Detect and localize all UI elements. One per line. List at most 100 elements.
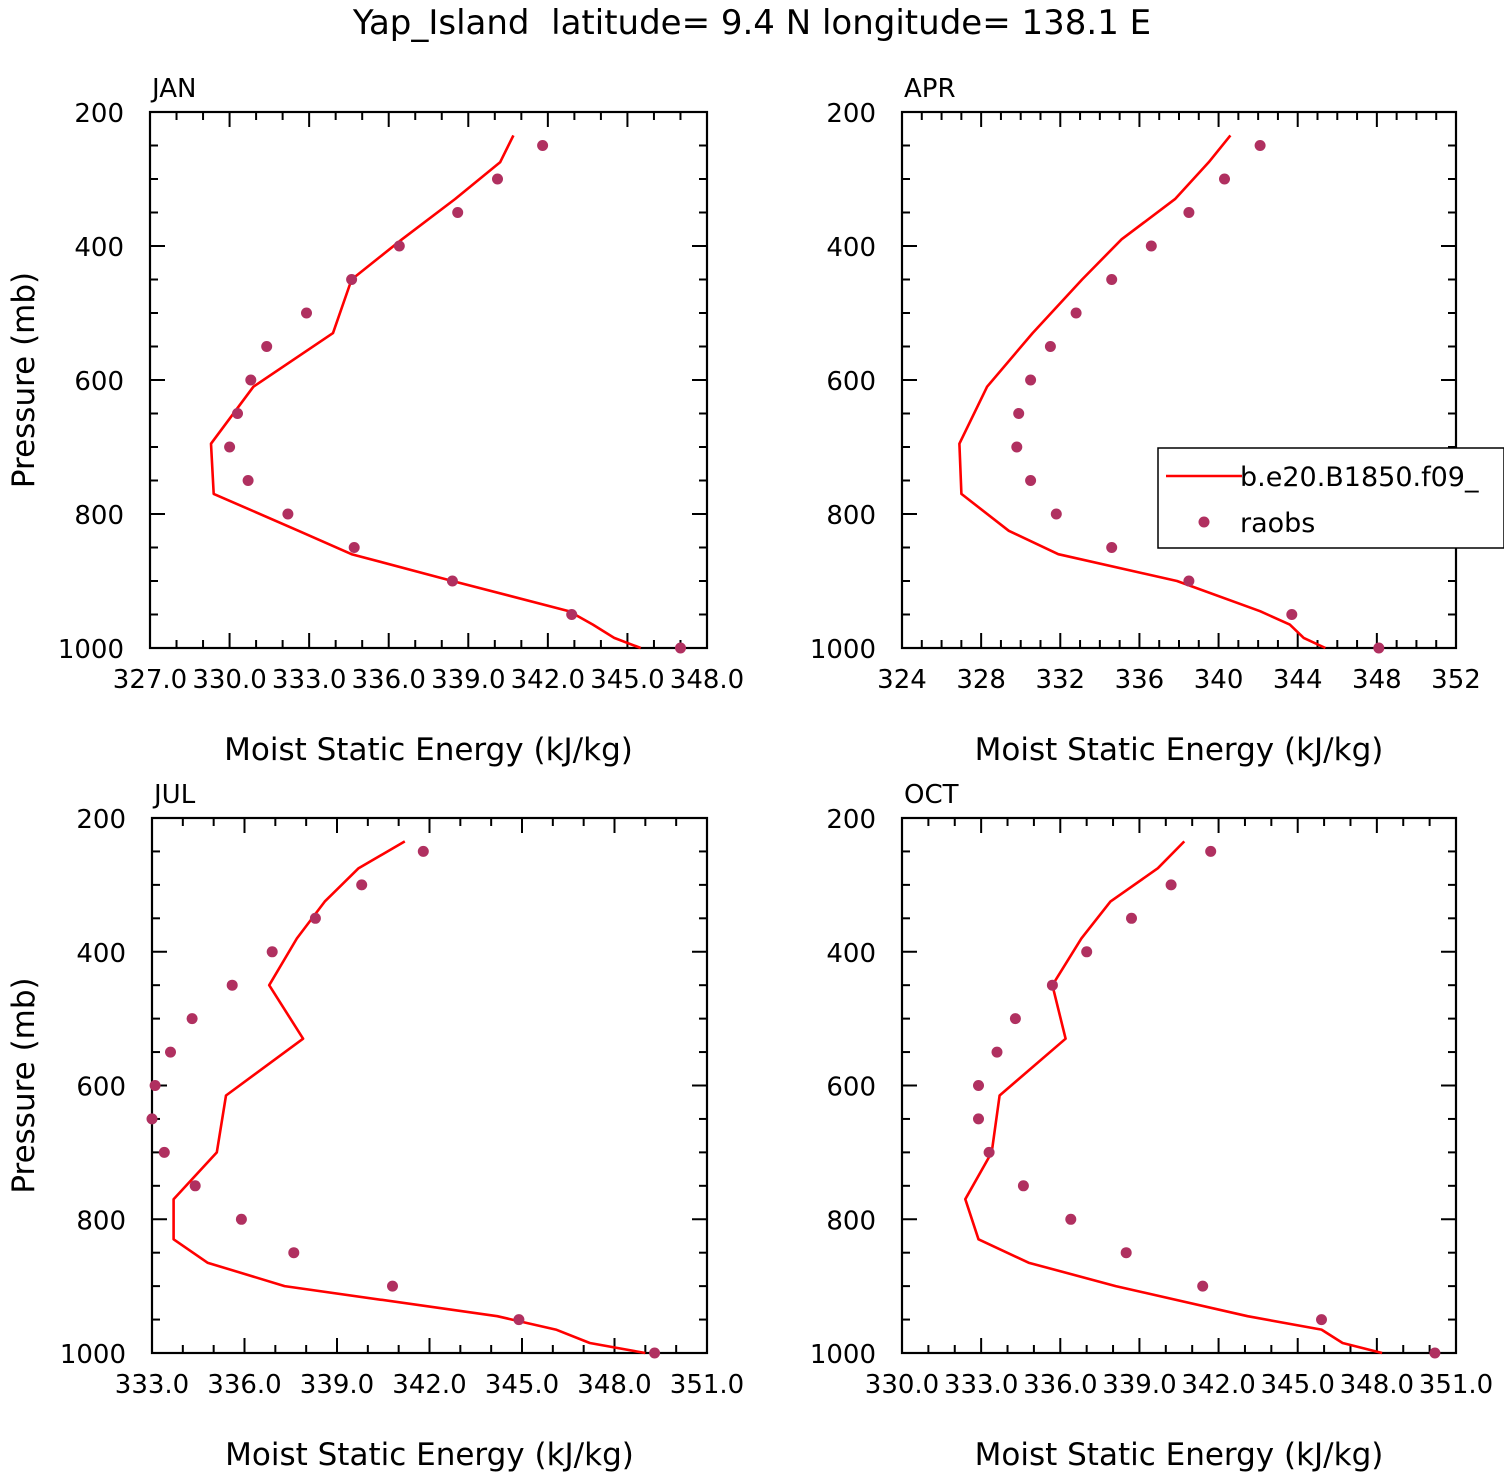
panel-title: JUL [152,780,196,810]
chart-panel-oct: 330.0 333.0 336.0 339.0 342.0 345.0 348.0 351.0… [810,780,1493,1473]
raobs-point [1120,1247,1132,1259]
y-tick-label: 400 [826,939,876,969]
x-tick-label: 342.0 [1181,1370,1255,1400]
x-tick-label: 336 [1115,665,1165,695]
x-tick-label: 339.0 [431,665,505,695]
y-tick-label: 600 [826,367,876,397]
raobs-point [991,1046,1003,1058]
raobs-point [1373,642,1385,654]
y-tick-label: 800 [826,501,876,531]
raobs-point [1025,374,1037,386]
raobs-point [452,207,464,218]
raobs-point [261,341,273,352]
raobs-point [186,1013,198,1025]
x-tick-label: 351.0 [1419,1370,1493,1400]
raobs-point [537,140,549,151]
raobs-point [1197,1280,1209,1292]
model-series-line [963,840,1383,1355]
raobs-point [1183,207,1195,218]
y-tick-label: 600 [74,367,124,397]
panel-title: APR [904,74,956,104]
legend-label-raobs: raobs [1240,508,1315,539]
y-tick-label: 800 [74,501,124,531]
x-tick-label: 336.0 [1023,1370,1097,1400]
y-tick-label: 800 [826,1206,876,1236]
x-tick-label: 330.0 [865,1370,939,1400]
figure-title: Yap_Island latitude= 9.4 N longitude= 13… [352,3,1151,43]
raobs-point [1017,1180,1029,1192]
raobs-point [348,542,360,553]
x-tick-label: 345.0 [1260,1370,1334,1400]
x-tick-label: 339.0 [1102,1370,1176,1400]
raobs-point [266,946,278,958]
x-tick-label: 332 [1035,665,1085,695]
raobs-point [1183,575,1195,587]
raobs-point [973,1113,984,1125]
x-tick-label: 344 [1273,665,1323,695]
y-tick-label: 200 [76,805,126,835]
x-tick-label: 333.0 [115,1370,189,1400]
x-tick-label: 333.0 [272,665,346,695]
raobs-point [1106,542,1118,553]
x-axis-label: Moist Static Energy (kJ/kg) [225,1437,634,1473]
legend-marker-swatch [1198,516,1210,528]
raobs-point [158,1146,170,1158]
legend-label-model: b.e20.B1850.f09_ [1240,462,1479,493]
x-axis-label: Moist Static Energy (kJ/kg) [224,732,633,768]
raobs-point [1106,274,1118,285]
raobs-point [973,1080,984,1091]
y-tick-label: 1000 [810,635,876,665]
x-tick-label: 342.0 [511,665,585,695]
y-tick-label: 400 [826,233,876,263]
legend: b.e20.B1850.f09_ raobs [1157,447,1504,549]
raobs-point [165,1046,176,1058]
raobs-point [1065,1213,1077,1225]
x-tick-label: 348.0 [577,1370,651,1400]
raobs-point [1050,508,1062,520]
raobs-point [417,845,429,857]
raobs-point [513,1314,525,1326]
panel-title: OCT [904,780,959,810]
legend-frame [1157,447,1504,549]
x-tick-label: 333.0 [944,1370,1018,1400]
x-tick-label: 351.0 [670,1370,744,1400]
raobs-point [1205,845,1217,857]
chart-panel-jul: 333.0 336.0 339.0 342.0 345.0 348.0 351.0 200 40… [6,780,744,1473]
y-tick-label: 400 [76,939,126,969]
x-tick-label: 340 [1194,665,1244,695]
y-tick-label: 200 [826,805,876,835]
raobs-point [242,475,254,486]
raobs-point [1046,979,1058,991]
raobs-point [309,912,321,924]
raobs-point [149,1080,161,1091]
y-axis-label: Pressure (mb) [6,272,42,488]
raobs-point [1009,1013,1021,1025]
plot-frame [148,110,709,650]
plot-frame [900,110,1458,650]
x-tick-label: 336.0 [207,1370,281,1400]
raobs-point [387,1280,398,1292]
raobs-point [189,1180,201,1192]
raobs-point [649,1347,661,1359]
raobs-point [1126,912,1137,924]
x-tick-label: 324 [877,665,927,695]
raobs-point [1145,240,1157,252]
raobs-point [288,1247,300,1259]
raobs-point [492,173,503,185]
raobs-point [301,307,312,319]
chart-panel-apr: 324 328 332 336 340 344 348 352 200 400 600 800 1000… [810,74,1481,768]
raobs-point [356,879,368,891]
x-tick-label: 342.0 [392,1370,466,1400]
raobs-point [1429,1347,1441,1359]
raobs-point [224,441,236,453]
plot-frame [900,816,1458,1355]
y-tick-label: 800 [76,1206,126,1236]
raobs-point [226,979,238,991]
raobs-point [446,575,458,587]
raobs-point [1081,946,1093,958]
x-tick-label: 345.0 [590,665,664,695]
x-axis-label: Moist Static Energy (kJ/kg) [975,732,1384,768]
y-axis-label: Pressure (mb) [6,977,42,1193]
raobs-point [566,609,578,620]
